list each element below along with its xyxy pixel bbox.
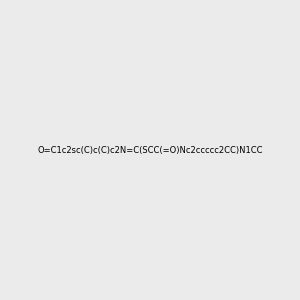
Text: O=C1c2sc(C)c(C)c2N=C(SCC(=O)Nc2ccccc2CC)N1CC: O=C1c2sc(C)c(C)c2N=C(SCC(=O)Nc2ccccc2CC)… xyxy=(37,146,263,154)
